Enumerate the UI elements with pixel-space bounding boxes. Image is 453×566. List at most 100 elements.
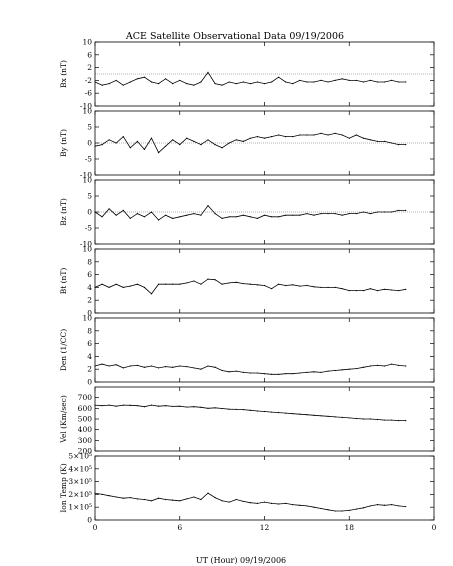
data-point — [299, 214, 301, 216]
y-tick-label: -10 — [80, 102, 92, 111]
data-point — [249, 137, 251, 139]
y-tick-label: 0 — [87, 139, 92, 148]
data-point — [383, 288, 386, 290]
data-point — [115, 364, 117, 366]
data-point — [299, 79, 301, 81]
data-point — [122, 404, 124, 406]
data-point — [249, 216, 251, 218]
data-point — [320, 371, 322, 373]
data-point — [172, 217, 174, 219]
y-tick-label: 8 — [87, 326, 92, 335]
data-point — [306, 134, 308, 136]
y-tick-label: 4×10⁵ — [68, 464, 92, 473]
data-point — [228, 282, 230, 284]
data-point — [341, 416, 343, 418]
data-point — [179, 405, 181, 407]
data-point — [278, 76, 280, 78]
y-tick-label: 6 — [87, 50, 92, 59]
panel-3: 10 8 6 4 2 0 Bt (nT) — [59, 245, 435, 318]
panel-4: 10 8 6 4 2 0 Den (1/CC) — [59, 314, 435, 387]
data-point — [200, 498, 202, 501]
data-point — [320, 507, 322, 510]
panel-0: 10 6 2 -2 -6 -10 Bx (nT) — [59, 38, 435, 111]
data-point — [348, 290, 350, 292]
y-tick-label: 1×10⁵ — [68, 503, 92, 512]
data-point — [285, 412, 287, 414]
data-point — [270, 136, 273, 138]
data-point — [313, 371, 315, 373]
data-point — [292, 413, 294, 415]
data-point — [172, 139, 174, 141]
data-point — [228, 501, 230, 503]
data-point — [101, 144, 103, 146]
data-point — [207, 71, 209, 73]
data-point — [362, 507, 364, 509]
data-point — [108, 404, 110, 406]
data-point — [221, 407, 223, 410]
data-point — [320, 79, 322, 81]
data-point — [193, 280, 195, 282]
data-point — [341, 510, 343, 512]
data-point — [242, 282, 244, 285]
data-point — [214, 279, 216, 281]
data-point — [221, 369, 223, 372]
y-axis-label: Den (1/CC) — [59, 329, 68, 371]
data-point — [115, 496, 117, 498]
data-point — [249, 502, 251, 504]
y-tick-label: 10 — [82, 176, 92, 185]
data-point — [165, 405, 167, 407]
data-point — [122, 136, 124, 138]
data-point — [391, 289, 393, 291]
data-point — [299, 285, 301, 287]
y-tick-label: -5 — [85, 155, 93, 164]
panel-1: 10 5 0 -5 -10 By (nT) — [59, 107, 435, 180]
data-point — [115, 283, 117, 285]
data-point — [369, 418, 372, 420]
data-point — [376, 140, 379, 142]
data-point — [327, 81, 329, 83]
data-point — [108, 139, 110, 141]
data-point — [193, 496, 195, 498]
data-point — [193, 84, 195, 86]
data-point — [376, 504, 379, 506]
data-point — [136, 364, 138, 366]
data-point — [235, 83, 237, 85]
data-point — [157, 497, 160, 499]
y-tick-label: 0 — [87, 516, 92, 525]
data-point — [355, 290, 357, 292]
data-point — [157, 367, 160, 369]
x-tick-label: 6 — [177, 523, 182, 532]
y-tick-label: -5 — [85, 224, 93, 233]
data-point — [383, 140, 386, 142]
data-point — [369, 79, 372, 81]
data-point — [292, 83, 294, 85]
data-point — [172, 283, 174, 285]
y-tick-label: 10 — [82, 245, 92, 254]
panel-frame — [94, 317, 435, 383]
data-point — [306, 213, 308, 215]
data-point — [278, 373, 280, 375]
y-tick-label: 3×10⁵ — [68, 477, 92, 486]
data-point — [108, 495, 110, 497]
data-point — [221, 147, 223, 149]
y-tick-label: 6 — [87, 270, 92, 279]
x-axis-label: UT (Hour) 09/19/2006 — [196, 556, 286, 565]
data-point — [398, 144, 400, 146]
data-point — [270, 81, 273, 83]
data-point — [115, 214, 117, 216]
data-point — [186, 366, 188, 368]
data-point — [186, 137, 188, 139]
data-point — [348, 509, 350, 511]
series-line — [94, 492, 406, 512]
data-point — [150, 500, 153, 502]
y-tick-label: 10 — [82, 107, 92, 116]
data-point — [292, 504, 294, 506]
x-tick-label: 0 — [93, 523, 98, 532]
data-point — [228, 216, 230, 218]
data-point — [179, 500, 181, 502]
data-point — [369, 365, 372, 367]
data-point — [143, 406, 146, 408]
data-point — [242, 140, 244, 142]
data-point — [235, 216, 237, 218]
